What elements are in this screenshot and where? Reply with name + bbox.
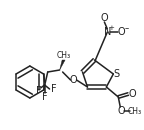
Text: F: F: [51, 84, 56, 94]
Text: +: +: [108, 25, 114, 31]
Text: O: O: [118, 106, 125, 116]
Text: CH₃: CH₃: [57, 50, 71, 60]
Text: F: F: [42, 92, 47, 102]
Text: CH₃: CH₃: [128, 106, 142, 115]
Text: O: O: [128, 89, 136, 99]
Text: O: O: [118, 27, 125, 37]
Text: S: S: [113, 69, 119, 79]
Text: O: O: [70, 75, 77, 85]
Text: N: N: [104, 27, 111, 37]
Polygon shape: [60, 60, 65, 70]
Text: O: O: [101, 13, 108, 23]
Text: –: –: [124, 24, 128, 34]
Text: F: F: [36, 86, 41, 96]
